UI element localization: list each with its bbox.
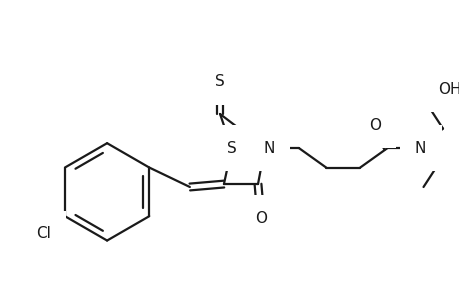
Text: OH: OH xyxy=(437,82,459,97)
Text: S: S xyxy=(215,74,224,89)
Text: S: S xyxy=(226,141,236,156)
Text: Cl: Cl xyxy=(36,226,51,241)
Text: N: N xyxy=(414,141,425,156)
Text: O: O xyxy=(254,211,266,226)
Text: N: N xyxy=(263,141,274,156)
Text: O: O xyxy=(368,118,380,133)
